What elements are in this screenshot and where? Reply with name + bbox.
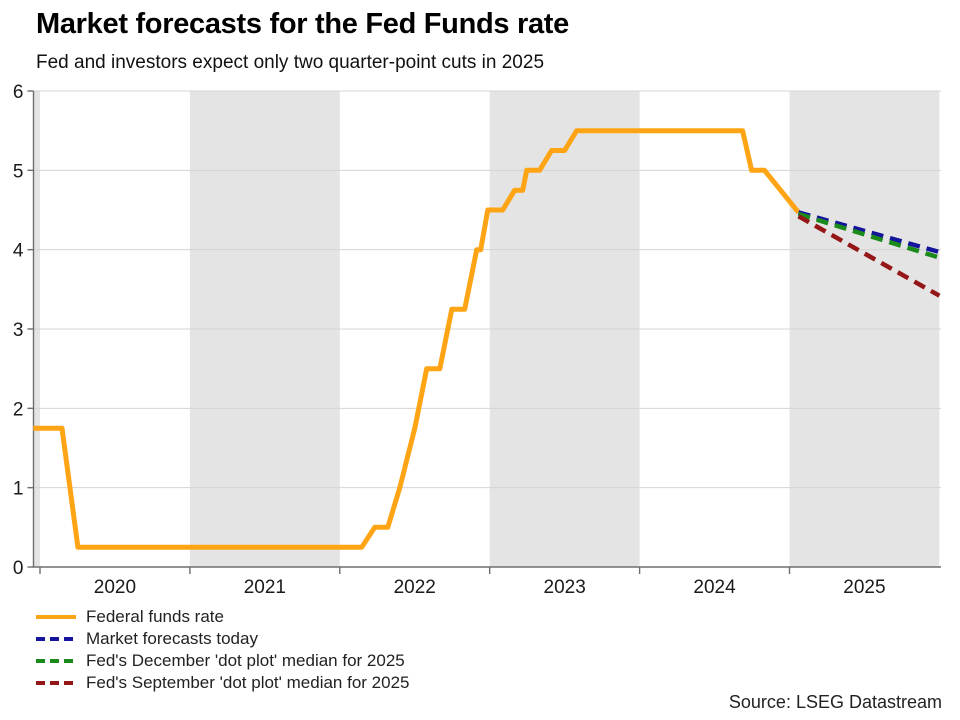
y-axis-label: 2 (13, 399, 24, 420)
y-axis-label: 0 (13, 558, 24, 579)
x-axis-label: 2021 (244, 577, 286, 598)
x-axis-label: 2022 (394, 577, 436, 598)
chart-subtitle: Fed and investors expect only two quarte… (36, 52, 545, 73)
legend-label: Fed's December 'dot plot' median for 202… (86, 651, 405, 670)
y-axis-label: 1 (13, 479, 24, 500)
x-axis-label: 2020 (94, 577, 136, 598)
legend-item-september-dot-plot: Fed's September 'dot plot' median for 20… (36, 672, 409, 694)
y-axis-label: 6 (13, 82, 24, 103)
x-axis-label: 2023 (544, 577, 586, 598)
x-axis-label: 2025 (843, 577, 885, 598)
series-line-2 (797, 211, 941, 260)
series-line-3 (797, 214, 941, 298)
legend-label: Federal funds rate (86, 607, 224, 626)
legend-item-federal-funds-rate: Federal funds rate (36, 606, 409, 628)
source-credit: Source: LSEG Datastream (728, 692, 942, 712)
legend-item-market-forecasts: Market forecasts today (36, 628, 409, 650)
legend-swatch-dashed-line (36, 659, 76, 663)
y-axis-label: 3 (13, 320, 24, 341)
y-axis-label: 4 (13, 241, 24, 262)
legend-label: Fed's September 'dot plot' median for 20… (86, 673, 410, 692)
chart-legend: Federal funds rate Market forecasts toda… (36, 606, 409, 694)
y-axis-label: 5 (13, 161, 24, 182)
legend-swatch-dashed-line (36, 681, 76, 685)
chart-title: Market forecasts for the Fed Funds rate (36, 8, 569, 40)
x-axis-label: 2024 (693, 577, 736, 598)
legend-swatch-solid-line (36, 615, 76, 619)
legend-item-december-dot-plot: Fed's December 'dot plot' median for 202… (36, 650, 409, 672)
series-line-0 (33, 128, 801, 550)
legend-swatch-dashed-line (36, 637, 76, 641)
legend-label: Market forecasts today (86, 629, 258, 648)
